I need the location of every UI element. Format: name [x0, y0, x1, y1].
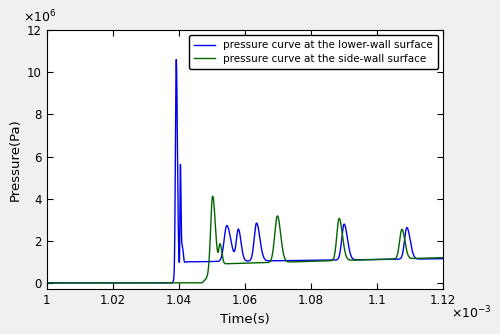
pressure curve at the side-wall surface	[440, 256, 446, 260]
pressure curve at the lower-wall surface	[338, 246, 344, 250]
pressure curve at the lower-wall surface	[188, 260, 194, 264]
pressure curve at the lower-wall surface	[44, 281, 50, 285]
Y-axis label: Pressure(Pa): Pressure(Pa)	[8, 118, 22, 201]
pressure curve at the lower-wall surface	[296, 259, 302, 263]
pressure curve at the side-wall surface	[44, 281, 50, 285]
Text: $\times 10^6$: $\times 10^6$	[23, 8, 56, 25]
pressure curve at the lower-wall surface	[440, 257, 446, 261]
Text: $\times 10^{-3}$: $\times 10^{-3}$	[451, 305, 492, 321]
pressure curve at the lower-wall surface	[64, 281, 70, 285]
Line: pressure curve at the side-wall surface: pressure curve at the side-wall surface	[47, 196, 443, 283]
pressure curve at the side-wall surface	[278, 238, 284, 242]
pressure curve at the lower-wall surface	[359, 258, 365, 262]
pressure curve at the side-wall surface	[64, 281, 70, 285]
pressure curve at the side-wall surface	[338, 221, 344, 225]
pressure curve at the side-wall surface	[210, 194, 216, 198]
pressure curve at the side-wall surface	[359, 258, 365, 262]
Legend: pressure curve at the lower-wall surface, pressure curve at the side-wall surfac: pressure curve at the lower-wall surface…	[188, 35, 438, 69]
Line: pressure curve at the lower-wall surface: pressure curve at the lower-wall surface	[47, 59, 443, 283]
X-axis label: Time(s): Time(s)	[220, 313, 270, 326]
pressure curve at the lower-wall surface	[174, 57, 180, 61]
pressure curve at the lower-wall surface	[278, 259, 284, 263]
pressure curve at the side-wall surface	[296, 260, 302, 264]
pressure curve at the side-wall surface	[188, 281, 194, 285]
